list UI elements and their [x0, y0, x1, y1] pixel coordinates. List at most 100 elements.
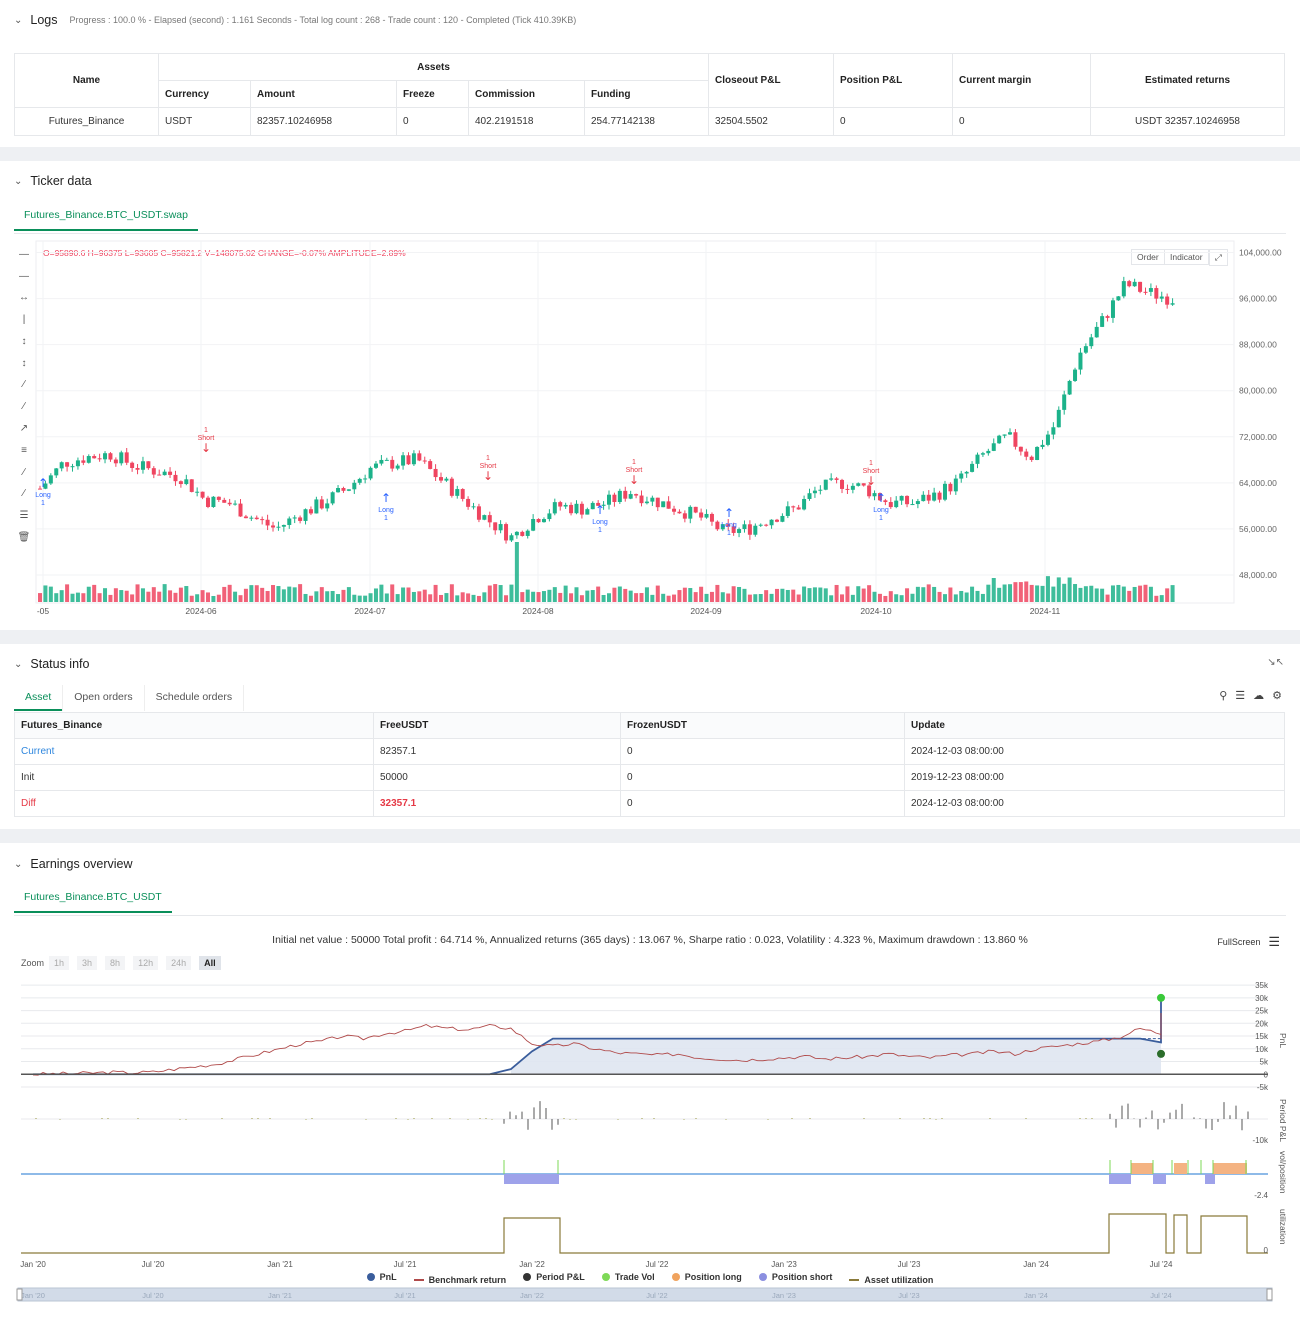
volume-bar: [834, 584, 839, 602]
volume-bar: [975, 590, 980, 602]
legend-position-short[interactable]: Position short: [758, 1272, 832, 1282]
candle-body: [1094, 326, 1099, 338]
tab-open-orders[interactable]: Open orders: [62, 685, 143, 711]
price-range-icon[interactable]: ≡: [21, 445, 27, 456]
candle-body: [1159, 296, 1164, 299]
candle-body: [216, 496, 221, 500]
cell-commission: 402.2191518: [468, 107, 585, 136]
volume-bar: [195, 594, 200, 602]
list-icon[interactable]: ☰: [1235, 690, 1246, 702]
menu-icon[interactable]: ☰: [1268, 934, 1280, 949]
volume-bar: [1029, 584, 1034, 602]
cell-currency: USDT: [158, 107, 251, 136]
candle-body: [449, 478, 454, 496]
trash-icon[interactable]: 🗑: [17, 532, 31, 543]
trend-line-icon[interactable]: ∕: [23, 379, 25, 390]
tab-ticker-symbol[interactable]: Futures_Binance.BTC_USDT.swap: [14, 201, 198, 231]
row-label-current[interactable]: Current: [14, 738, 374, 765]
volume-bar: [677, 590, 682, 602]
tab-schedule-orders[interactable]: Schedule orders: [143, 685, 245, 711]
earnings-chart[interactable]: 35k 30k 25k 20k 15k 10k 5k 0 -5k PnL -10k Period P&…: [0, 843, 1300, 1322]
fib-retracement-icon[interactable]: ☰: [19, 510, 29, 521]
candle-body: [211, 496, 216, 507]
vertical-ray-icon[interactable]: ↕: [21, 358, 27, 369]
volume-bar: [493, 584, 498, 602]
volume-bar: [184, 586, 189, 602]
extended-line-icon[interactable]: ↔: [19, 292, 29, 303]
volume-bar: [48, 586, 53, 602]
status-header[interactable]: ⌄ Status info: [14, 657, 89, 671]
candle-body: [655, 497, 660, 508]
candle-body: [856, 483, 861, 486]
header-position: Position P&L: [833, 53, 953, 108]
cloud-upload-icon[interactable]: ☁: [1253, 690, 1265, 702]
volume-bar: [579, 595, 584, 602]
long-arrow: ↑: [38, 476, 48, 490]
horizontal-line-icon[interactable]: —: [19, 249, 29, 260]
volume-bar: [97, 593, 102, 602]
chevron-down-icon[interactable]: ⌄: [14, 858, 23, 870]
volume-bar: [531, 591, 536, 602]
volume-bar: [498, 585, 503, 602]
legend-trade-vol[interactable]: Trade Vol: [601, 1272, 655, 1282]
candle-body: [1013, 432, 1018, 447]
candle-body: [818, 489, 823, 491]
zoom-8h-button[interactable]: 8h: [105, 956, 126, 970]
earnings-header[interactable]: ⌄ Earnings overview: [14, 857, 133, 871]
volume-bar: [303, 593, 308, 602]
volume-bar: [151, 587, 156, 602]
chevron-down-icon[interactable]: ⌄: [14, 14, 23, 26]
candlestick-chart[interactable]: 104,000.00 96,000.00 88,000.00 80,000.00 72,…: [0, 161, 1300, 630]
candle-body: [308, 509, 313, 514]
candle-body: [639, 495, 644, 504]
volume-bar: [1024, 581, 1029, 602]
volume-bar: [607, 593, 611, 602]
parallel-channel-icon[interactable]: ∕: [23, 467, 25, 478]
legend-position-long[interactable]: Position long: [671, 1272, 742, 1282]
ray-line-icon[interactable]: ∕: [23, 401, 25, 412]
x-tick-label: 2024-11: [1030, 606, 1061, 616]
horizontal-ray-icon[interactable]: —: [19, 271, 29, 282]
arrow-line-icon[interactable]: ↗: [19, 423, 29, 434]
settings-icon[interactable]: ⚙: [1272, 690, 1282, 702]
volume-bar: [86, 586, 91, 602]
fullscreen-button[interactable]: FullScreen ☰: [1217, 934, 1280, 950]
tab-asset[interactable]: Asset: [14, 685, 63, 711]
expand-icon[interactable]: ⤢: [1209, 249, 1228, 266]
logs-header[interactable]: ⌄ Logs Progress : 100.0 % - Elapsed (sec…: [14, 13, 576, 27]
zoom-3h-button[interactable]: 3h: [77, 956, 98, 970]
search-icon[interactable]: ⚲: [1219, 690, 1228, 702]
pitchfork-icon[interactable]: ∕: [23, 488, 25, 499]
collapse-icon[interactable]: ↘↖: [1267, 657, 1284, 668]
volume-bar: [54, 593, 59, 602]
candle-body: [243, 516, 248, 519]
volume-bar: [243, 588, 248, 602]
volume-bar: [899, 595, 904, 602]
legend-asset-utilization[interactable]: Asset utilization: [849, 1275, 933, 1285]
position-long-block: [1213, 1163, 1247, 1174]
legend-line: [849, 1279, 860, 1281]
cell-update: 2024-12-03 08:00:00: [904, 738, 1285, 765]
legend-pnl[interactable]: PnL: [366, 1272, 397, 1282]
volume-bar: [81, 593, 86, 602]
vertical-segment-icon[interactable]: ↕: [21, 336, 27, 347]
legend-period-pnl[interactable]: Period P&L: [523, 1272, 585, 1282]
zoom-24h-button[interactable]: 24h: [166, 956, 192, 970]
zoom-1h-button[interactable]: 1h: [49, 956, 70, 970]
vertical-line-icon[interactable]: |: [22, 314, 26, 325]
zoom-all-button[interactable]: All: [199, 956, 221, 970]
cell-frozen: 0: [620, 764, 905, 791]
ticker-header[interactable]: ⌄ Ticker data: [14, 174, 92, 188]
candle-body: [325, 503, 330, 509]
legend-benchmark[interactable]: Benchmark return: [413, 1275, 506, 1285]
candle-body: [720, 524, 725, 530]
candle-body: [672, 508, 677, 512]
tab-earnings-symbol[interactable]: Futures_Binance.BTC_USDT: [14, 883, 172, 913]
y-tick-label: 64,000.00: [1239, 478, 1277, 488]
legend-dot: [601, 1273, 610, 1281]
chevron-down-icon[interactable]: ⌄: [14, 658, 23, 670]
chevron-down-icon[interactable]: ⌄: [14, 175, 23, 187]
short-marker-count: 1: [869, 460, 873, 467]
chart-legend: PnL Benchmark return Period P&L Trade Vo…: [0, 1272, 1300, 1285]
zoom-12h-button[interactable]: 12h: [133, 956, 159, 970]
